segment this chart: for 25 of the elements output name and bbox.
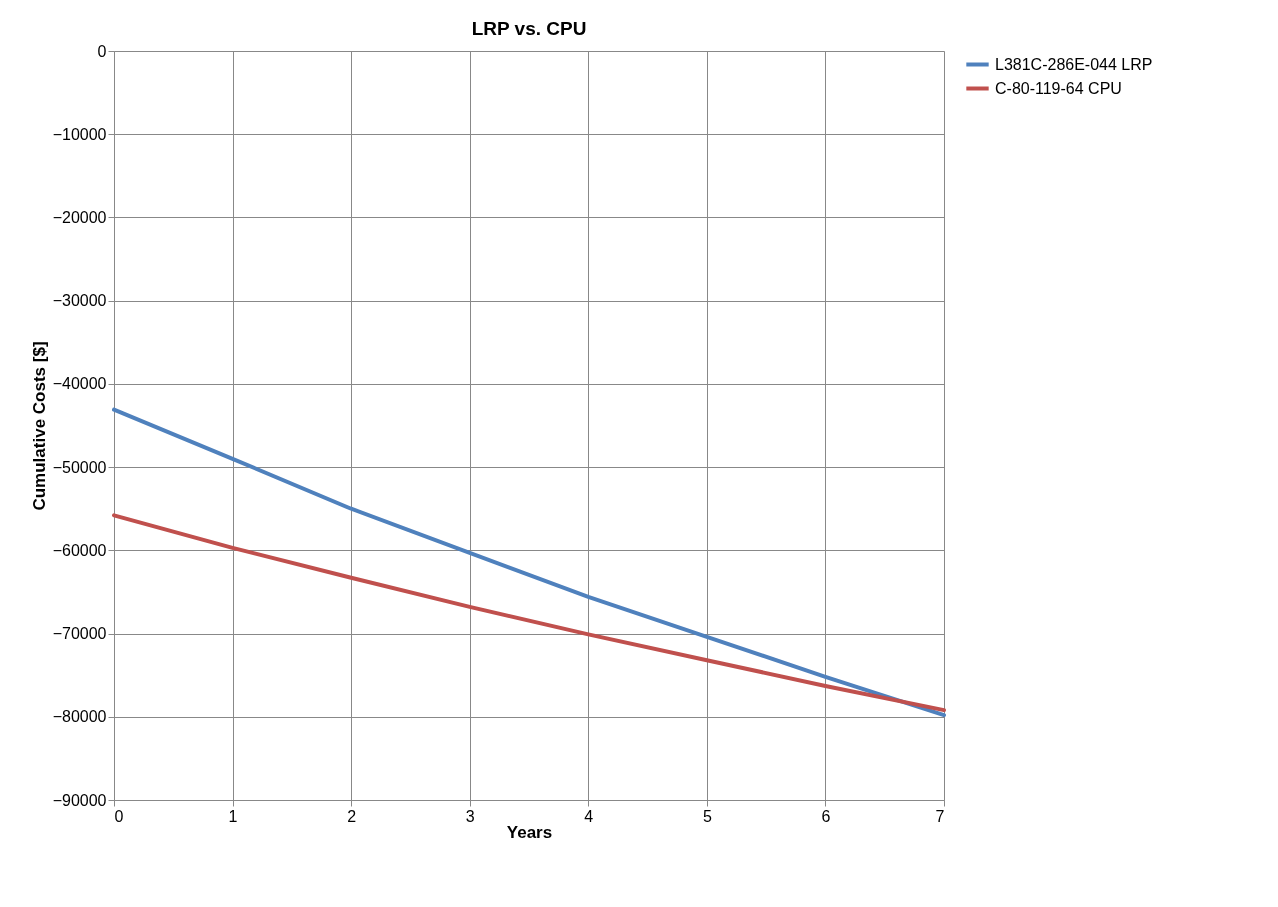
line-series <box>112 513 946 713</box>
x-tick-label: 7 <box>935 807 945 825</box>
x-tick-label: 3 <box>465 807 475 825</box>
y-tick-label: −20000 <box>52 208 107 226</box>
y-tick-label: −40000 <box>52 375 107 393</box>
legend-label: L381C-286E-044 LRP <box>995 55 1153 73</box>
y-tick-label: −50000 <box>52 458 107 476</box>
x-tick-label: 6 <box>821 807 831 825</box>
y-tick-label: −10000 <box>52 125 107 143</box>
x-tick-label: 5 <box>702 807 712 825</box>
x-tick-label: 2 <box>347 807 357 825</box>
y-tick-label: 0 <box>97 42 107 60</box>
y-axis-title: Cumulative Costs [$] <box>29 341 49 511</box>
x-tick-label: 0 <box>114 807 124 825</box>
x-axis-title: Years <box>506 822 553 842</box>
y-tick-label: −70000 <box>52 625 107 643</box>
x-tick-label: 4 <box>584 807 594 825</box>
chart-title: LRP vs. CPU <box>471 18 587 39</box>
legend-label: C-80-119-64 CPU <box>995 79 1122 97</box>
y-tick-label: −90000 <box>52 791 107 809</box>
line-series <box>112 407 946 718</box>
y-tick-label: −80000 <box>52 708 107 726</box>
x-tick-label: 1 <box>228 807 238 825</box>
y-tick-label: −60000 <box>52 541 107 559</box>
y-tick-label: −30000 <box>52 292 107 310</box>
